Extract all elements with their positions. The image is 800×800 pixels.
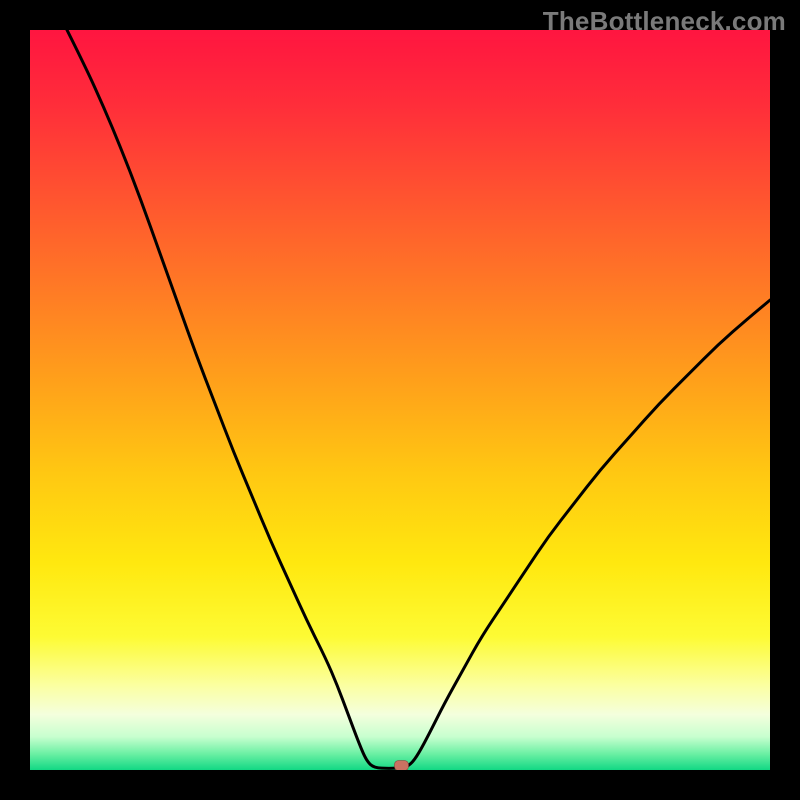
plot-svg	[30, 30, 770, 770]
optimal-point-marker	[394, 761, 408, 770]
chart-canvas: TheBottleneck.com	[0, 0, 800, 800]
plot-area	[30, 30, 770, 770]
gradient-background	[30, 30, 770, 770]
